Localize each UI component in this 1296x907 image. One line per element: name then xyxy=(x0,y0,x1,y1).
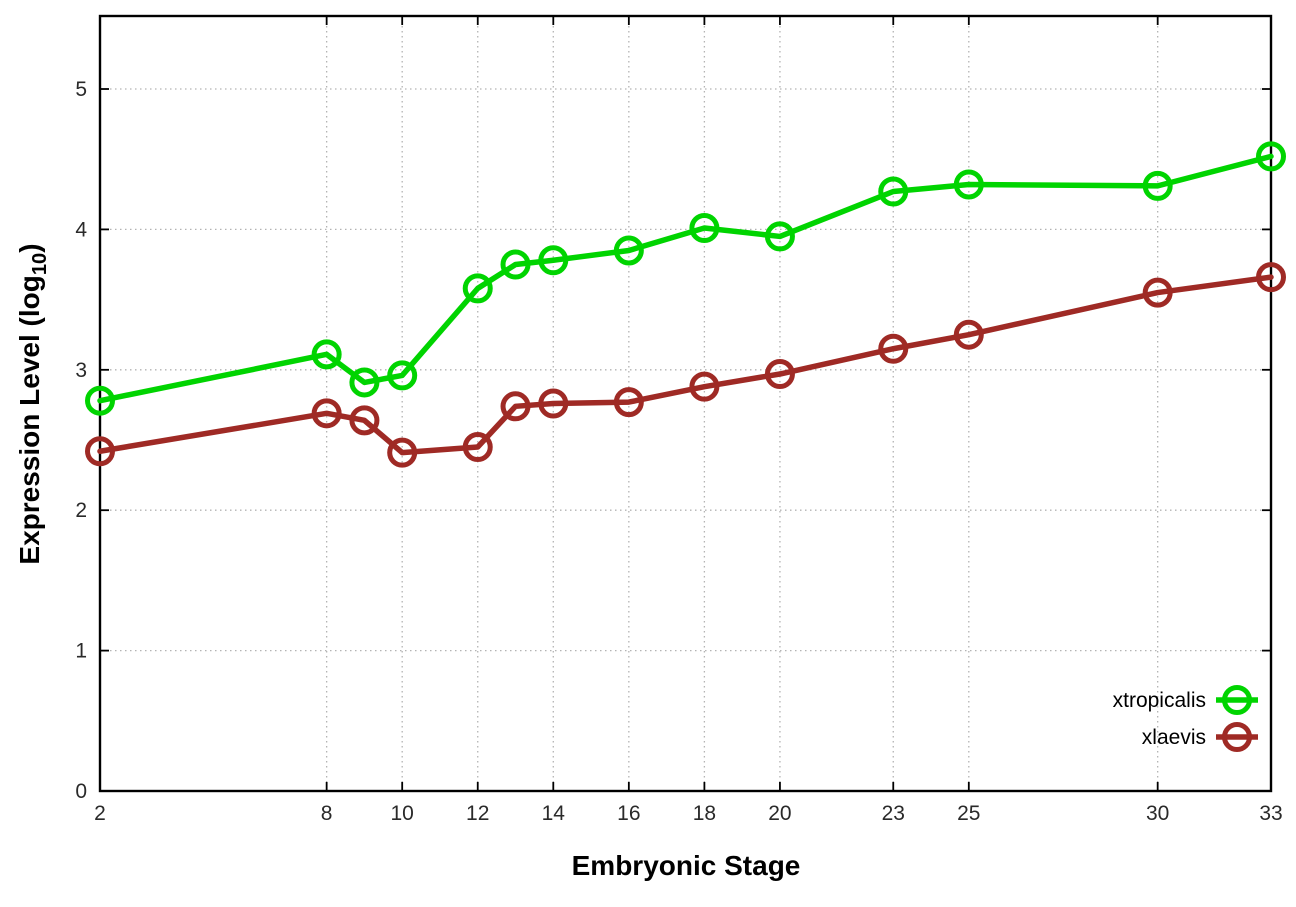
data-point-xtropicalis-stage-23 xyxy=(878,176,909,207)
data-point-xtropicalis-stage-25 xyxy=(953,169,984,200)
data-point-xtropicalis-stage-14 xyxy=(538,245,569,276)
data-point-xlaevis-stage-33 xyxy=(1256,262,1286,293)
data-point-xlaevis-stage-14 xyxy=(538,388,569,419)
x-tick-label-18: 18 xyxy=(693,802,716,825)
y-tick-label-0: 0 xyxy=(75,780,87,803)
data-point-xtropicalis-stage-18 xyxy=(689,213,720,244)
x-tick-label-10: 10 xyxy=(391,802,414,825)
data-point-xlaevis-stage-9 xyxy=(349,405,380,436)
data-point-xtropicalis-stage-12 xyxy=(462,273,493,304)
legend-marker-xlaevis xyxy=(1222,722,1252,752)
x-tick-label-8: 8 xyxy=(321,802,333,825)
x-tick-label-30: 30 xyxy=(1146,802,1169,825)
data-point-xtropicalis-stage-2 xyxy=(85,385,115,416)
data-point-xlaevis-stage-13 xyxy=(500,391,531,422)
data-point-xtropicalis-stage-10 xyxy=(387,360,418,391)
data-point-xlaevis-stage-2 xyxy=(85,436,115,467)
data-point-xlaevis-stage-18 xyxy=(689,371,720,402)
data-point-xlaevis-stage-8 xyxy=(311,398,342,429)
x-tick-label-33: 33 xyxy=(1259,802,1282,825)
data-point-xtropicalis-stage-13 xyxy=(500,249,531,280)
x-tick-label-23: 23 xyxy=(882,802,905,825)
x-tick-label-16: 16 xyxy=(617,802,640,825)
legend-label-xtropicalis: xtropicalis xyxy=(1113,689,1206,712)
y-tick-label-3: 3 xyxy=(75,359,87,382)
y-tick-label-5: 5 xyxy=(75,78,87,101)
x-tick-label-25: 25 xyxy=(957,802,980,825)
x-tick-label-2: 2 xyxy=(94,802,106,825)
legend-marker-xtropicalis xyxy=(1222,685,1252,715)
series-line-xtropicalis xyxy=(97,153,1274,404)
y-axis-title-subscript: 10 xyxy=(28,252,51,276)
legend-label-xlaevis: xlaevis xyxy=(1142,726,1206,749)
y-tick-label-1: 1 xyxy=(75,640,87,663)
data-point-xlaevis-stage-10 xyxy=(387,437,418,468)
y-axis-title: Expression Level (log10) xyxy=(14,243,52,564)
x-tick-label-14: 14 xyxy=(542,802,566,825)
data-point-xlaevis-stage-30 xyxy=(1142,277,1173,308)
data-point-xtropicalis-stage-8 xyxy=(311,339,342,370)
data-point-xlaevis-stage-23 xyxy=(878,333,909,364)
x-tick-label-12: 12 xyxy=(466,802,489,825)
y-axis-title-close-paren: ) xyxy=(14,243,46,253)
data-point-xtropicalis-stage-33 xyxy=(1256,141,1286,172)
data-point-xlaevis-stage-20 xyxy=(764,359,795,390)
y-tick-label-2: 2 xyxy=(75,499,87,522)
x-tick-label-20: 20 xyxy=(768,802,791,825)
data-point-xlaevis-stage-16 xyxy=(613,387,644,418)
y-axis-title-text: Expression Level (log xyxy=(14,275,46,565)
x-axis-title: Embryonic Stage xyxy=(571,850,801,881)
data-point-xtropicalis-stage-20 xyxy=(764,221,795,252)
data-point-xtropicalis-stage-30 xyxy=(1142,170,1173,201)
data-point-xtropicalis-stage-16 xyxy=(613,235,644,266)
data-point-xlaevis-stage-12 xyxy=(462,432,493,463)
plot-frame xyxy=(98,14,1273,793)
y-tick-label-4: 4 xyxy=(75,218,87,241)
data-point-xtropicalis-stage-9 xyxy=(349,367,380,398)
data-point-xlaevis-stage-25 xyxy=(953,319,984,350)
